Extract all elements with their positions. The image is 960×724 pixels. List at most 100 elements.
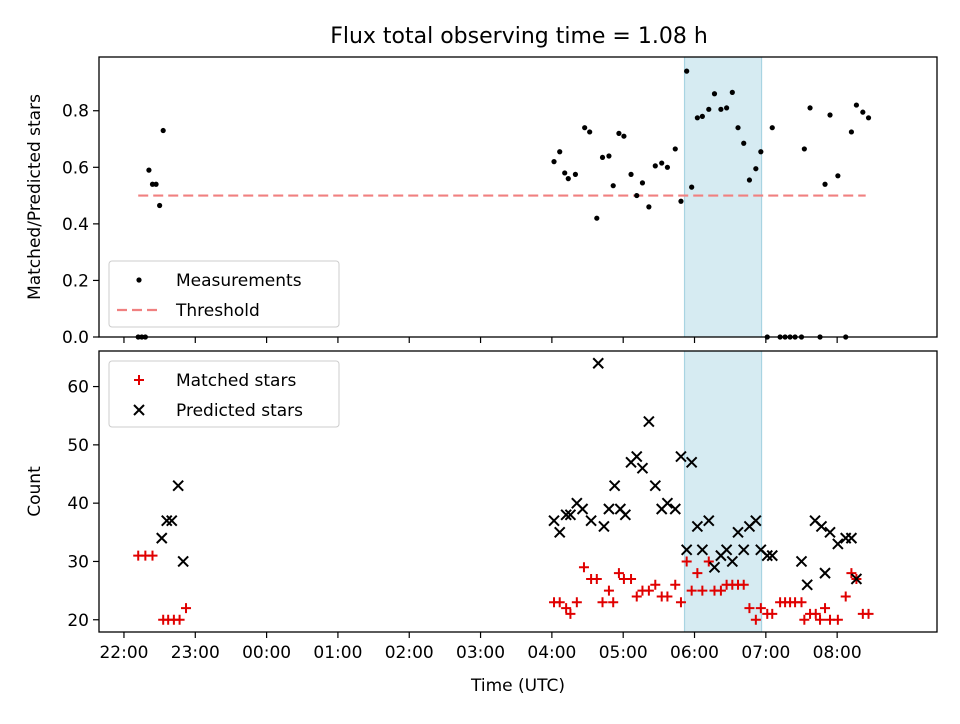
point-measurement — [746, 177, 753, 183]
x-tick-label: 23:00 — [171, 643, 220, 663]
point-measurement — [827, 112, 833, 118]
point-predicted — [680, 544, 693, 556]
point-predicted — [161, 514, 173, 527]
point-predicted — [845, 532, 858, 544]
legend-label: Measurements — [176, 271, 302, 291]
legend-label: Matched stars — [176, 371, 296, 391]
point-measurement — [551, 159, 557, 165]
point-measurement — [664, 164, 671, 170]
legend-marker-matched — [134, 375, 144, 385]
point-measurement — [621, 133, 627, 139]
point-matched — [697, 585, 708, 596]
point-predicted — [619, 509, 632, 521]
point-matched — [810, 608, 821, 619]
point-predicted — [643, 415, 655, 428]
legend-label: Predicted stars — [176, 401, 303, 421]
point-predicted — [177, 555, 189, 568]
point-matched — [820, 603, 831, 614]
point-predicted — [726, 555, 739, 568]
point-measurement — [835, 173, 841, 179]
point-measurement — [610, 183, 616, 189]
legend-marker-measurement — [136, 277, 142, 283]
point-measurement — [587, 129, 593, 135]
y-tick-label: 0.4 — [62, 215, 89, 235]
point-predicted — [766, 549, 778, 562]
panel-ratio: 0.0 0.2 0.4 0.6 0.8 Matched/Predicted stars Me… — [25, 56, 938, 348]
point-matched — [174, 614, 185, 625]
point-matched — [591, 573, 602, 584]
point-matched — [571, 597, 582, 608]
point-matched — [643, 585, 654, 596]
point-measurement — [562, 170, 568, 176]
point-predicted — [850, 573, 863, 585]
point-matched — [715, 585, 726, 596]
y-tick-label: 0.2 — [62, 271, 89, 291]
x-tick-label: 04:00 — [527, 643, 576, 663]
point-predicted — [708, 561, 721, 573]
point-measurement — [718, 106, 724, 112]
legend-marker-predicted — [133, 404, 145, 416]
y-tick-label: 50 — [67, 436, 89, 456]
point-predicted — [832, 538, 844, 550]
point-measurement — [865, 115, 872, 121]
point-matched — [815, 614, 826, 625]
point-matched — [846, 568, 857, 579]
point-predicted — [669, 503, 681, 515]
point-predicted — [636, 462, 649, 474]
point-measurement — [729, 89, 735, 95]
point-predicted — [608, 479, 621, 492]
point-predicted — [675, 450, 687, 463]
point-matched — [662, 591, 673, 602]
point-matched — [603, 585, 614, 596]
point-predicted — [703, 514, 715, 527]
point-matched — [692, 568, 703, 579]
point-matched — [738, 579, 749, 590]
point-predicted — [738, 544, 750, 556]
point-measurement — [860, 109, 866, 115]
axes-frame — [98, 56, 938, 338]
point-predicted — [631, 450, 643, 463]
y-tick-label: 40 — [67, 494, 89, 514]
y-tick-label: 0.6 — [62, 158, 89, 178]
x-tick-label: 05:00 — [599, 643, 648, 663]
point-matched — [767, 608, 778, 619]
point-measurement — [160, 127, 166, 134]
point-measurement — [735, 125, 741, 131]
point-predicted — [548, 514, 560, 527]
panel-counts: 20 30 40 50 60 22:00 23:00 00:00 01:00 02:00 03:00… — [25, 350, 938, 696]
point-measurement — [769, 125, 775, 131]
y-tick-label: 0.0 — [62, 328, 89, 348]
point-matched — [578, 562, 589, 573]
axes-frame — [98, 350, 938, 633]
point-predicted — [554, 526, 566, 539]
point-predicted — [585, 514, 597, 527]
point-measurement — [157, 202, 163, 209]
point-measurement — [706, 106, 712, 112]
point-matched — [181, 603, 192, 614]
point-measurement — [853, 102, 860, 108]
legend-box — [108, 360, 340, 428]
point-matched — [670, 579, 681, 590]
point-measurement — [699, 113, 705, 119]
point-matched — [650, 579, 661, 590]
point-measurement — [599, 154, 606, 161]
point-predicted — [172, 479, 184, 492]
point-predicted — [824, 526, 836, 539]
point-measurement — [724, 105, 730, 111]
point-measurement — [758, 149, 764, 155]
point-measurement — [606, 153, 612, 159]
point-measurement — [801, 146, 807, 152]
point-predicted — [815, 520, 828, 533]
point-measurement — [557, 149, 563, 155]
point-measurement — [822, 181, 828, 187]
point-measurement — [594, 215, 600, 221]
x-tick-label: 06:00 — [670, 643, 719, 663]
point-matched — [147, 550, 158, 561]
point-measurement — [153, 181, 159, 187]
point-measurement — [672, 146, 678, 152]
point-matched — [796, 597, 807, 608]
point-matched — [565, 608, 576, 619]
x-tick-label: 01:00 — [313, 643, 362, 663]
point-predicted — [795, 555, 808, 568]
